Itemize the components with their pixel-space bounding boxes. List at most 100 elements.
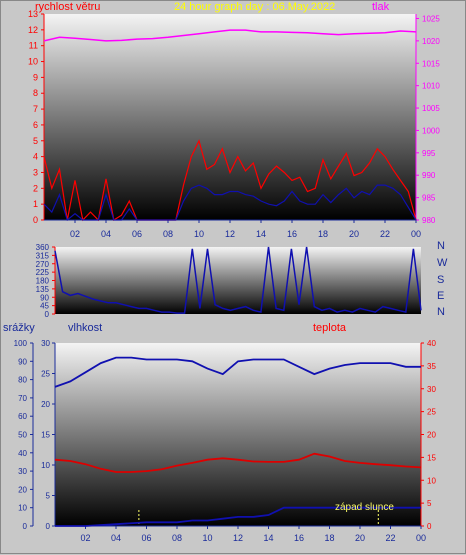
temperature-y-tick-label: 10 [427, 476, 436, 485]
direction-y-tick-label: 135 [36, 285, 50, 294]
climate-x-tick-label: 00 [416, 533, 426, 543]
pressure-y-tick-label: 1015 [422, 59, 440, 68]
chart-title: 24 hour graph day : 06.May.2022 [174, 1, 336, 13]
wind-x-tick-label: 08 [163, 229, 173, 239]
direction-series [54, 246, 422, 314]
temperature-y-tick-label: 30 [427, 385, 436, 394]
wind-x-tick-label: 16 [287, 229, 297, 239]
climate-x-tick-label: 14 [263, 533, 273, 543]
humidity-series [54, 356, 421, 388]
pressure-series [43, 29, 417, 42]
climate-x-tick-label: 06 [141, 533, 151, 543]
wind-x-tick-label: 10 [194, 229, 204, 239]
rain-y-tick-label: 30 [18, 467, 27, 476]
wind-y-tick-label: 0 [33, 215, 38, 225]
direction-y-tick-label: 270 [36, 260, 50, 269]
climate-x-tick-label: 20 [355, 533, 365, 543]
humidity-y-tick-label: 20 [41, 400, 50, 409]
temperature-axis-title: teplota [313, 322, 347, 334]
temperature-y-tick-label: 35 [427, 362, 436, 371]
rain-y-tick-label: 90 [18, 357, 27, 366]
wind-y-tick-label: 8 [33, 88, 38, 98]
wind-y-tick-label: 3 [33, 167, 38, 177]
rain-y-tick-label: 40 [18, 449, 27, 458]
climate-x-tick-label: 16 [294, 533, 304, 543]
wind-y-tick-label: 5 [33, 136, 38, 146]
climate-x-tick-label: 18 [324, 533, 334, 543]
wind-y-tick-label: 7 [33, 104, 38, 114]
rain-axis-title: srážky [3, 322, 35, 334]
direction-label-w: W [437, 257, 448, 269]
humidity-axis-title: vlhkost [68, 322, 103, 334]
climate-plot-area [55, 343, 421, 526]
direction-y-tick-label: 45 [40, 302, 49, 311]
pressure-y-tick-label: 1010 [422, 82, 440, 91]
humidity-y-tick-label: 25 [41, 370, 50, 379]
rain-y-tick-label: 80 [18, 376, 27, 385]
climate-x-tick-label: 22 [385, 533, 395, 543]
wind-speed-axis-title: rychlost větru [35, 1, 101, 13]
sunset-annotation: západ slunce [335, 502, 394, 513]
humidity-y-tick-label: 15 [41, 431, 50, 440]
humidity-y-tick-label: 0 [46, 522, 51, 531]
humidity-y-tick-label: 5 [46, 492, 51, 501]
direction-y-tick-label: 315 [36, 251, 50, 260]
pressure-axis-title: tlak [372, 1, 390, 13]
direction-label-s: S [437, 274, 445, 286]
temperature-y-tick-label: 5 [427, 499, 432, 508]
pressure-y-tick-label: 1020 [422, 37, 440, 46]
direction-label-e: E [437, 290, 445, 302]
temperature-y-tick-label: 15 [427, 453, 436, 462]
pressure-y-tick-label: 1005 [422, 104, 440, 113]
wind-y-tick-label: 4 [33, 152, 38, 162]
direction-y-tick-label: 90 [40, 293, 49, 302]
wind-y-tick-label: 9 [33, 72, 38, 82]
humidity-y-tick-label: 10 [41, 461, 50, 470]
climate-x-tick-label: 08 [172, 533, 182, 543]
wind-y-tick-label: 13 [28, 9, 38, 19]
rain-y-tick-label: 0 [23, 522, 28, 531]
climate-x-tick-label: 02 [80, 533, 90, 543]
climate-x-tick-label: 04 [111, 533, 121, 543]
rain-y-tick-label: 10 [18, 504, 27, 513]
pressure-y-tick-label: 990 [422, 171, 436, 180]
wind-x-tick-label: 22 [380, 229, 390, 239]
pressure-y-tick-label: 995 [422, 149, 436, 158]
pressure-y-tick-label: 1025 [422, 14, 440, 23]
wind-x-tick-label: 18 [318, 229, 328, 239]
rain-series [55, 506, 421, 527]
rain-y-tick-label: 70 [18, 394, 27, 403]
pressure-y-tick-label: 985 [422, 194, 436, 203]
gust-series [43, 139, 417, 222]
direction-y-tick-label: 225 [36, 268, 50, 277]
direction-label-n-bottom: N [437, 306, 445, 318]
rain-y-tick-label: 50 [18, 431, 27, 440]
climate-x-tick-label: 10 [202, 533, 212, 543]
wind-y-tick-label: 6 [33, 120, 38, 130]
climate-x-tick-label: 12 [233, 533, 243, 543]
direction-plot-area [55, 247, 421, 314]
rain-y-tick-label: 20 [18, 485, 27, 494]
direction-y-tick-label: 180 [36, 277, 50, 286]
direction-y-tick-label: 360 [36, 243, 50, 252]
wind-y-tick-label: 10 [28, 57, 38, 67]
wind-x-tick-label: 12 [225, 229, 235, 239]
temperature-y-tick-label: 40 [427, 339, 436, 348]
temperature-y-tick-label: 20 [427, 431, 436, 440]
wind-x-tick-label: 04 [101, 229, 111, 239]
wind-x-tick-label: 02 [70, 229, 80, 239]
temperature-series [54, 452, 422, 473]
humidity-y-tick-label: 30 [41, 339, 50, 348]
wind-x-tick-label: 00 [411, 229, 421, 239]
wind-x-tick-label: 14 [256, 229, 266, 239]
temperature-y-tick-label: 25 [427, 408, 436, 417]
wind-y-tick-label: 12 [28, 25, 38, 35]
direction-label-n-top: N [437, 240, 445, 252]
rain-y-tick-label: 60 [18, 412, 27, 421]
wind-x-tick-label: 20 [349, 229, 359, 239]
pressure-y-tick-label: 980 [422, 216, 436, 225]
wind-y-tick-label: 1 [33, 199, 38, 209]
wind-y-tick-label: 11 [29, 41, 38, 51]
